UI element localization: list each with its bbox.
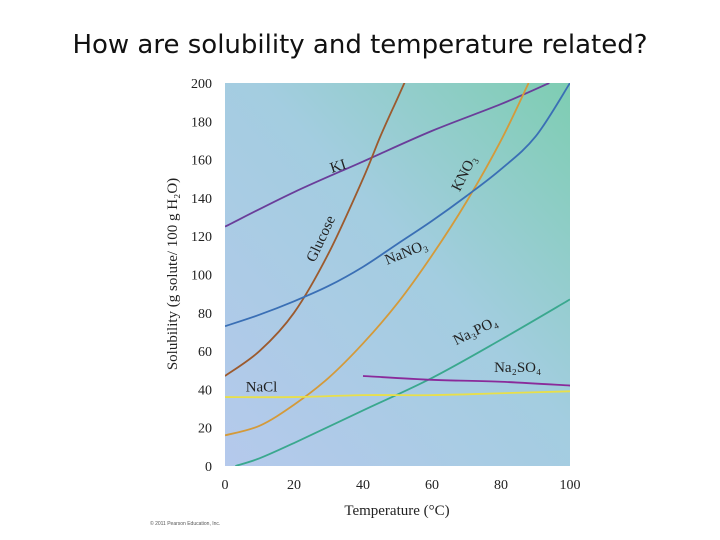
series-line-na2so4 <box>362 375 570 387</box>
x-tick-label: 40 <box>356 478 370 493</box>
x-axis-label: Temperature (°C) <box>344 503 449 519</box>
copyright-credit: © 2011 Pearson Education, Inc. <box>150 520 220 527</box>
slide-title: How are solubility and temperature relat… <box>72 30 648 60</box>
y-tick-label: 180 <box>191 115 212 130</box>
y-tick-label: 60 <box>198 345 212 360</box>
x-tick-label: 20 <box>287 478 301 493</box>
y-tick-label: 0 <box>205 460 212 475</box>
series-line-na3po4 <box>235 298 570 466</box>
series-line-nacl <box>225 390 570 399</box>
series-label-nacl: NaCl <box>246 379 278 395</box>
x-tick-label: 80 <box>494 478 508 493</box>
y-tick-label: 80 <box>198 307 212 322</box>
y-axis-label: Solubility (g solute/ 100 g H₂O) <box>165 178 181 370</box>
series-line-ki <box>225 83 550 228</box>
y-tick-label: 200 <box>191 77 212 92</box>
series-line-kno3 <box>225 83 530 437</box>
y-tick-label: 160 <box>191 154 212 169</box>
series-label-ki: KI <box>328 157 348 177</box>
plot-area <box>225 83 570 466</box>
series-line-glucose <box>225 83 406 377</box>
x-tick-label: 100 <box>560 478 581 493</box>
x-tick-label: 60 <box>425 478 439 493</box>
y-tick-label: 20 <box>198 422 212 437</box>
y-tick-label: 120 <box>191 230 212 245</box>
series-line-nano3 <box>225 83 570 328</box>
x-tick-label: 0 <box>222 478 229 493</box>
y-tick-label: 100 <box>191 269 212 284</box>
y-tick-label: 40 <box>198 383 212 398</box>
series-label-na2so4: Na₂SO₄ <box>494 360 541 376</box>
y-tick-label: 140 <box>191 192 212 207</box>
